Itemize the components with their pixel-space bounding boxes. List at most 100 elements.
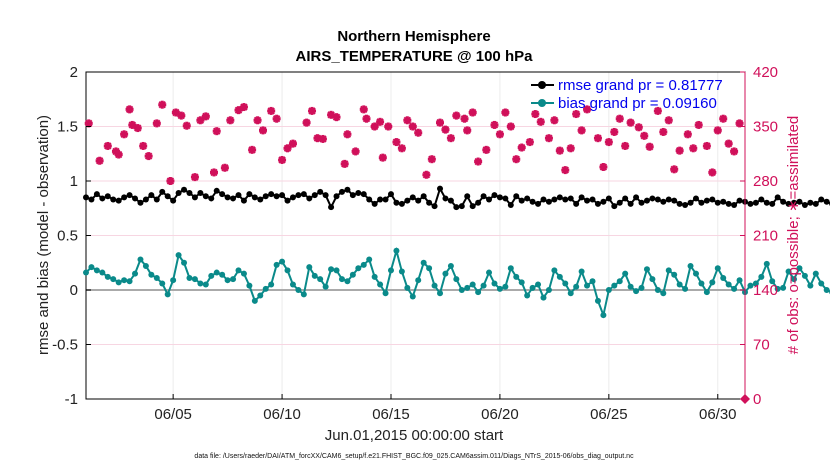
obs-marker: [694, 120, 703, 129]
rmse-point: [333, 193, 340, 200]
rmse-point: [785, 200, 792, 207]
chart-title: Northern Hemisphere: [337, 28, 490, 45]
bias-point: [752, 280, 759, 287]
rmse-point: [137, 199, 144, 206]
y-tick-label: 0.5: [57, 228, 78, 245]
rmse-point: [562, 196, 569, 203]
rmse-point: [251, 194, 258, 201]
obs-marker: [675, 146, 684, 155]
bias-point: [208, 272, 215, 279]
bias-point: [344, 278, 351, 285]
rmse-point: [453, 204, 460, 211]
bias-point: [578, 268, 585, 275]
obs-marker: [446, 134, 455, 143]
x-tick-label: 06/15: [372, 406, 410, 423]
bias-point: [311, 272, 318, 279]
rmse-point: [731, 201, 738, 208]
rmse-point: [551, 196, 558, 203]
rmse-point: [649, 195, 656, 202]
obs-marker: [610, 127, 619, 136]
bias-point: [507, 265, 514, 272]
obs-marker: [340, 159, 349, 168]
rmse-point: [791, 199, 798, 206]
obs-marker: [139, 141, 148, 150]
obs-marker: [463, 126, 472, 135]
rmse-point: [186, 189, 193, 196]
bias-point: [540, 294, 547, 301]
bias-point: [594, 297, 601, 304]
obs-marker: [272, 114, 281, 123]
rmse-point: [556, 194, 563, 201]
rmse-point: [611, 203, 618, 210]
obs-marker: [133, 124, 142, 133]
chart-subtitle: AIRS_TEMPERATURE @ 100 hPa: [296, 48, 534, 65]
obs-marker: [103, 141, 112, 150]
rmse-point: [518, 197, 525, 204]
obs-marker: [201, 112, 210, 121]
bias-point: [649, 276, 656, 283]
y-tick-label: 0: [70, 282, 78, 299]
obs-marker: [427, 155, 436, 164]
bias-point: [404, 284, 411, 291]
bias-point: [480, 282, 487, 289]
y-tick-label-right: 70: [753, 337, 770, 354]
bias-point: [807, 282, 814, 289]
rmse-point: [747, 200, 754, 207]
y-tick-label-right: 210: [753, 228, 778, 245]
bias-point: [99, 269, 106, 276]
bias-point: [796, 265, 803, 272]
bias-point: [698, 280, 705, 287]
bias-point: [551, 267, 558, 274]
rmse-point: [257, 196, 264, 203]
rmse-point: [823, 198, 830, 205]
bias-point: [121, 277, 128, 284]
rmse-point: [83, 194, 89, 201]
bias-point: [197, 280, 204, 287]
obs-marker: [664, 116, 673, 125]
bias-point: [535, 281, 542, 288]
rmse-point: [273, 193, 280, 200]
bias-point: [611, 282, 618, 289]
obs-marker: [177, 111, 186, 120]
rmse-point: [758, 196, 765, 203]
bias-point: [518, 279, 525, 286]
rmse-point: [371, 200, 378, 207]
bias-point: [240, 270, 247, 277]
bias-point: [486, 269, 493, 276]
obs-marker: [626, 118, 635, 127]
rmse-point: [660, 198, 667, 205]
bias-point: [257, 292, 264, 299]
bias-point: [426, 265, 433, 272]
rmse-point: [469, 203, 476, 210]
obs-marker: [267, 106, 276, 115]
bias-point: [137, 256, 144, 263]
obs-marker: [278, 155, 287, 164]
obs-marker: [144, 152, 153, 161]
obs-marker: [683, 130, 692, 139]
rmse-point: [437, 185, 444, 192]
rmse-point: [279, 192, 286, 199]
bias-point: [562, 280, 569, 287]
y-tick-label-right: 0: [753, 391, 761, 408]
obs-marker: [460, 114, 469, 123]
bias-point: [818, 280, 825, 287]
rmse-point: [458, 203, 465, 210]
bias-point: [355, 265, 362, 272]
obs-marker: [708, 168, 717, 177]
rmse-point: [153, 196, 160, 203]
obs-marker: [550, 116, 559, 125]
rmse-point: [638, 199, 645, 206]
y-tick-label: 1.5: [57, 119, 78, 136]
rmse-point: [491, 192, 498, 199]
rmse-point: [584, 197, 591, 204]
rmse-point: [502, 195, 509, 202]
rmse-point: [246, 191, 253, 198]
obs-marker: [359, 105, 368, 114]
obs-marker: [190, 173, 199, 182]
bias-point: [437, 290, 444, 297]
rmse-point: [600, 198, 607, 205]
obs-marker: [593, 134, 602, 143]
rmse-point: [714, 199, 721, 206]
rmse-point: [513, 193, 520, 200]
obs-marker: [659, 127, 668, 136]
